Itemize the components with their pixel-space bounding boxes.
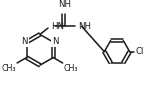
Text: CH₃: CH₃ [2,64,16,73]
Text: N: N [52,37,58,46]
Text: N: N [21,37,28,46]
Text: NH: NH [78,22,91,31]
Text: Cl: Cl [135,47,144,56]
Text: NH: NH [58,0,71,9]
Text: CH₃: CH₃ [63,64,78,73]
Text: HN: HN [51,22,64,31]
